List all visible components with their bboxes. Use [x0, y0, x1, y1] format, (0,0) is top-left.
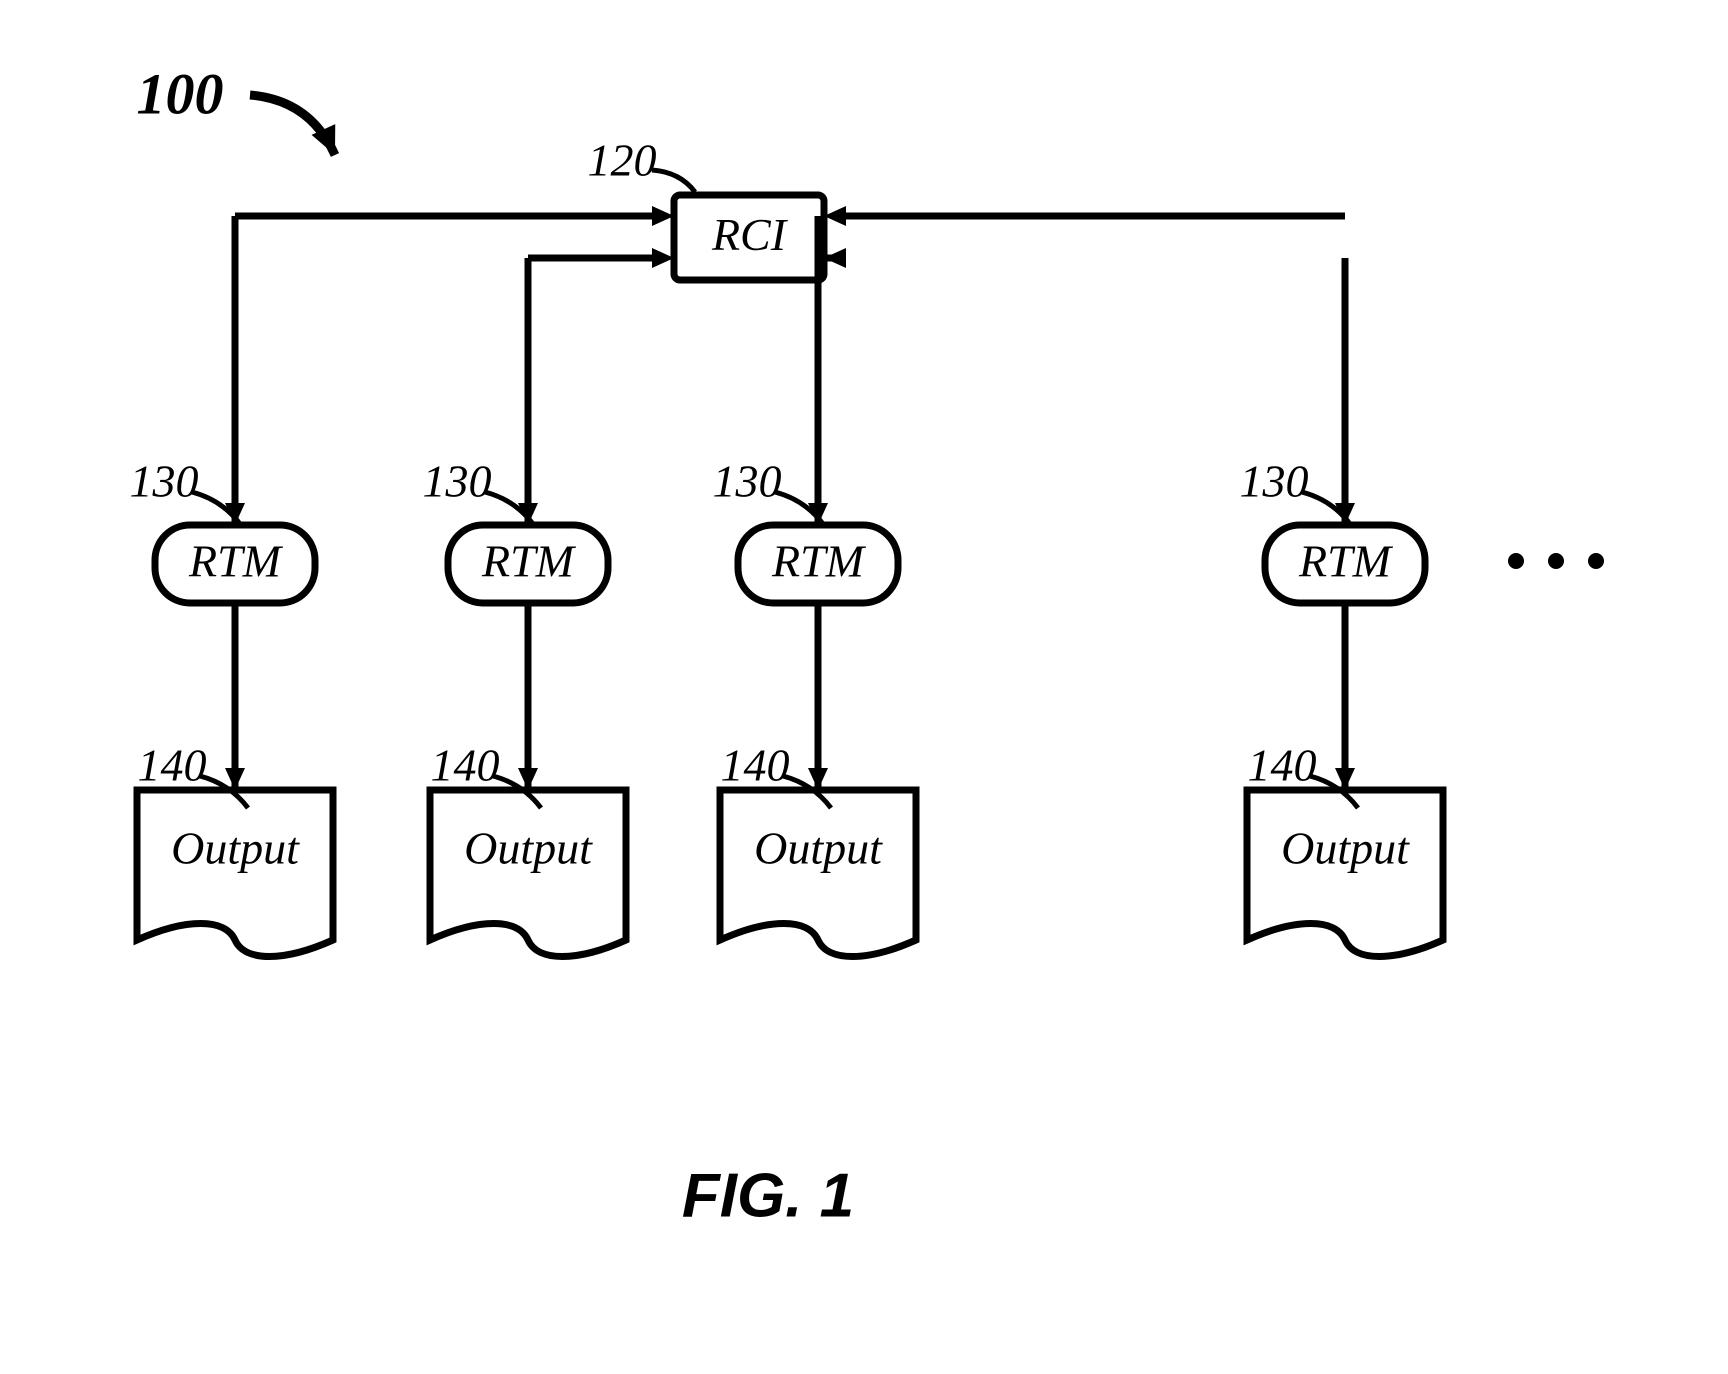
leader-line — [652, 170, 695, 192]
rtm-label: RTM — [481, 536, 577, 587]
ref-130: 130 — [130, 456, 199, 507]
rtm-label: RTM — [1298, 536, 1394, 587]
ref-140: 140 — [1248, 740, 1317, 791]
ref-100-arrow — [250, 95, 335, 155]
output-label: Output — [464, 823, 593, 874]
rtm-label: RTM — [771, 536, 867, 587]
rci-label: RCI — [711, 209, 789, 260]
ref-130: 130 — [1240, 456, 1309, 507]
ref-120: 120 — [588, 135, 657, 186]
ref-140: 140 — [721, 740, 790, 791]
ref-100: 100 — [137, 61, 224, 126]
ref-140: 140 — [431, 740, 500, 791]
ref-130: 130 — [423, 456, 492, 507]
output-label: Output — [1281, 823, 1410, 874]
ellipsis-dot — [1508, 553, 1524, 569]
ellipsis-dot — [1548, 553, 1564, 569]
ellipsis-dot — [1588, 553, 1604, 569]
figure-caption: FIG. 1 — [682, 1161, 854, 1230]
output-label: Output — [171, 823, 300, 874]
output-label: Output — [754, 823, 883, 874]
rtm-label: RTM — [188, 536, 284, 587]
ref-130: 130 — [713, 456, 782, 507]
ref-140: 140 — [138, 740, 207, 791]
